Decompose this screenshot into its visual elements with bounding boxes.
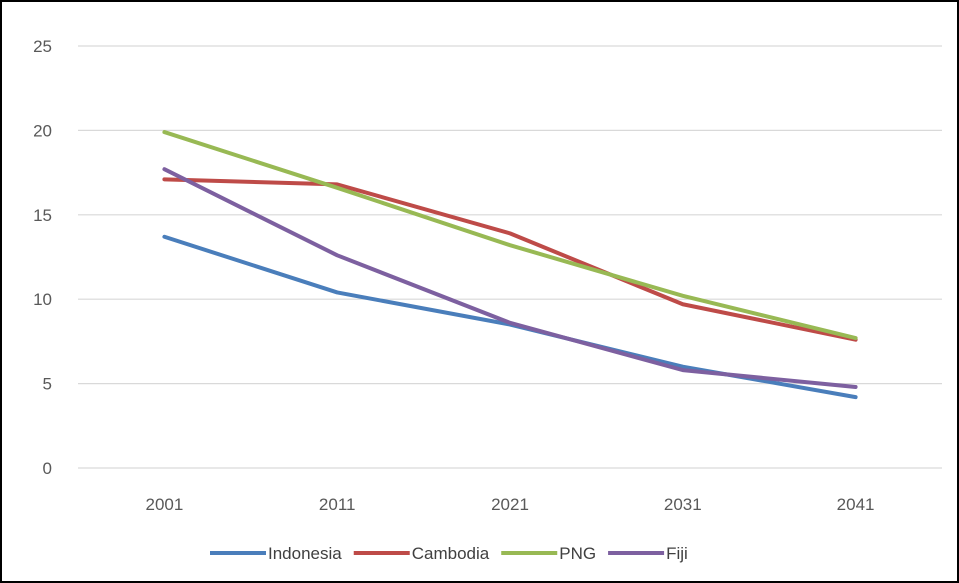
legend: Indonesia Cambodia PNG Fiji <box>210 544 688 563</box>
legend-item-fiji: Fiji <box>608 544 688 563</box>
x-axis-ticks: 2001 2011 2021 2031 2041 <box>145 495 874 514</box>
x-tick-label: 2041 <box>837 495 875 514</box>
legend-label: Fiji <box>666 544 688 563</box>
y-tick-label: 5 <box>43 375 52 394</box>
y-tick-label: 0 <box>43 459 52 478</box>
legend-label: Indonesia <box>268 544 342 563</box>
x-tick-label: 2011 <box>319 495 356 514</box>
legend-item-indonesia: Indonesia <box>210 544 342 563</box>
y-tick-label: 10 <box>33 290 52 309</box>
y-tick-label: 15 <box>33 206 52 225</box>
y-tick-label: 25 <box>33 37 52 56</box>
y-axis-ticks: 0 5 10 15 20 25 <box>33 37 52 478</box>
legend-label: PNG <box>559 544 596 563</box>
x-tick-label: 2021 <box>491 495 529 514</box>
series-lines <box>162 130 858 400</box>
x-tick-label: 2001 <box>145 495 183 514</box>
gridlines <box>78 45 942 469</box>
legend-item-cambodia: Cambodia <box>353 544 490 563</box>
x-tick-label: 2031 <box>664 495 702 514</box>
legend-label: Cambodia <box>412 544 490 563</box>
series-line-cambodia <box>162 177 858 342</box>
series-line-fiji <box>162 167 858 389</box>
y-tick-label: 20 <box>33 121 52 140</box>
legend-item-png: PNG <box>501 544 596 563</box>
